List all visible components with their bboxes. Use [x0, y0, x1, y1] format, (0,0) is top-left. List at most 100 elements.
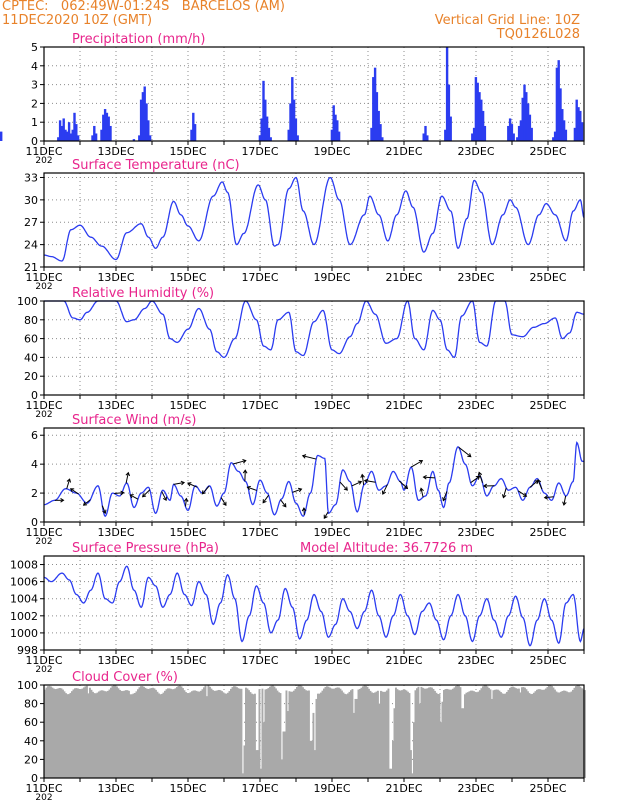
- cloud-bar: [149, 688, 151, 778]
- cloud-bar: [464, 694, 466, 778]
- precip-bar: [525, 92, 528, 141]
- y-tick-label: 2: [31, 97, 38, 110]
- cloud-bar: [413, 722, 415, 778]
- y-tick-label: 1000: [10, 627, 38, 640]
- wind-arrow: [66, 479, 71, 489]
- wind-arrow-head: [242, 469, 248, 474]
- panel-title: Cloud Cover (%): [72, 670, 178, 685]
- precip-bar: [190, 129, 193, 141]
- cloud-bar: [432, 688, 435, 778]
- cloud-bar: [215, 690, 217, 778]
- precip-bar: [148, 135, 152, 141]
- cloud-bar: [252, 694, 255, 778]
- cloud-bar: [353, 712, 355, 778]
- wind-arrow-head: [180, 480, 186, 486]
- wind-arrow: [502, 487, 507, 498]
- cloud-bar: [312, 712, 315, 778]
- precip-bar: [103, 109, 107, 141]
- cloud-bar: [264, 689, 267, 778]
- wind-arrow: [187, 482, 198, 488]
- precip-bar: [559, 88, 562, 141]
- cloud-bar: [81, 688, 84, 778]
- cloud-bar: [386, 690, 388, 778]
- precip-bar: [0, 131, 3, 141]
- cloud-bar: [69, 692, 72, 778]
- model-altitude: Model Altitude: 36.7726 m: [300, 541, 473, 556]
- cloud-bar: [341, 690, 343, 778]
- precip-bar: [143, 86, 146, 141]
- cloud-bar: [345, 694, 348, 778]
- y-tick-label: 1: [31, 116, 38, 129]
- x-tick-label: 23DEC: [457, 399, 494, 412]
- cloud-bar: [443, 690, 445, 778]
- cloud-bar: [263, 722, 265, 778]
- cloud-bar: [80, 689, 82, 778]
- y-tick-label: 27: [24, 216, 38, 229]
- wind-arrow: [161, 491, 167, 501]
- x-tick-label: 21DEC: [385, 526, 422, 539]
- wind-arrow-head: [82, 501, 88, 506]
- cloud-bar: [458, 685, 460, 778]
- precip-bar: [91, 135, 94, 141]
- precip-bar: [93, 125, 96, 141]
- cloud-bar: [557, 692, 559, 778]
- y-tick-label: 0: [31, 772, 38, 785]
- cloud-bar: [569, 692, 571, 778]
- panel-5: 998 1000 1002 1004 1006 1008 11DEC 13DEC 15DEC 17…: [10, 541, 585, 675]
- cloud-bar: [383, 692, 385, 778]
- wind-arrow-head: [482, 483, 488, 489]
- x-tick-label: 11DEC: [25, 271, 62, 284]
- cloud-bar: [287, 711, 289, 778]
- x-tick-label: 13DEC: [97, 145, 134, 158]
- cloud-bar: [92, 691, 94, 778]
- wind-arrow-head: [363, 478, 369, 484]
- cloud-bar: [117, 688, 120, 778]
- wind-arrow: [361, 474, 365, 486]
- cloud-bar: [326, 686, 328, 778]
- cloud-bar: [351, 689, 354, 778]
- cloud-bar: [324, 686, 327, 778]
- cloud-bar: [297, 685, 300, 778]
- precip-bar: [109, 125, 112, 141]
- wind-arrow-head: [536, 478, 542, 484]
- cloud-bar: [98, 691, 100, 778]
- precip-bar: [444, 129, 447, 141]
- y-tick-label: 100: [17, 295, 38, 308]
- precip-bar: [577, 107, 580, 141]
- cloud-bar: [60, 688, 63, 778]
- cloud-bar: [182, 688, 184, 778]
- cloud-bar: [417, 686, 420, 778]
- wind-arrow: [83, 499, 91, 506]
- cloud-bar: [431, 687, 433, 778]
- cloud-bar: [170, 688, 172, 778]
- precip-bar: [193, 124, 197, 141]
- cloud-bar: [539, 689, 541, 778]
- cloud-bar: [240, 688, 243, 778]
- y-tick-label: 30: [24, 194, 38, 207]
- cloud-bar: [245, 687, 247, 778]
- cloud-bar: [327, 686, 330, 778]
- precip-bar: [269, 137, 272, 141]
- cloud-bar: [213, 690, 216, 778]
- cloud-bar: [542, 689, 544, 778]
- cloud-bar: [48, 685, 51, 778]
- cloud-bar: [572, 689, 574, 778]
- precip-bar: [139, 99, 143, 141]
- cloud-bar: [143, 686, 145, 778]
- cloud-bar: [248, 690, 250, 778]
- cloud-bar: [207, 685, 210, 778]
- cloud-bar: [251, 693, 253, 778]
- wind-arrow-head: [543, 495, 549, 500]
- x-tick-label: 21DEC: [385, 654, 422, 667]
- cloud-bar: [74, 688, 76, 778]
- cloud-bar: [270, 685, 273, 778]
- x-tick-label: 17DEC: [241, 526, 278, 539]
- cloud-bar: [291, 691, 294, 778]
- cloud-bar: [356, 698, 358, 778]
- precip-bar: [372, 77, 375, 141]
- precip-bar: [289, 103, 292, 141]
- precip-bar: [519, 120, 523, 141]
- panel-1: 0 1 2 3 4 5 11DEC 13DEC 15DEC 17DEC 19DEC 21DEC 23DE…: [0, 32, 585, 166]
- cloud-bar: [314, 750, 316, 778]
- precip-bar: [478, 92, 481, 141]
